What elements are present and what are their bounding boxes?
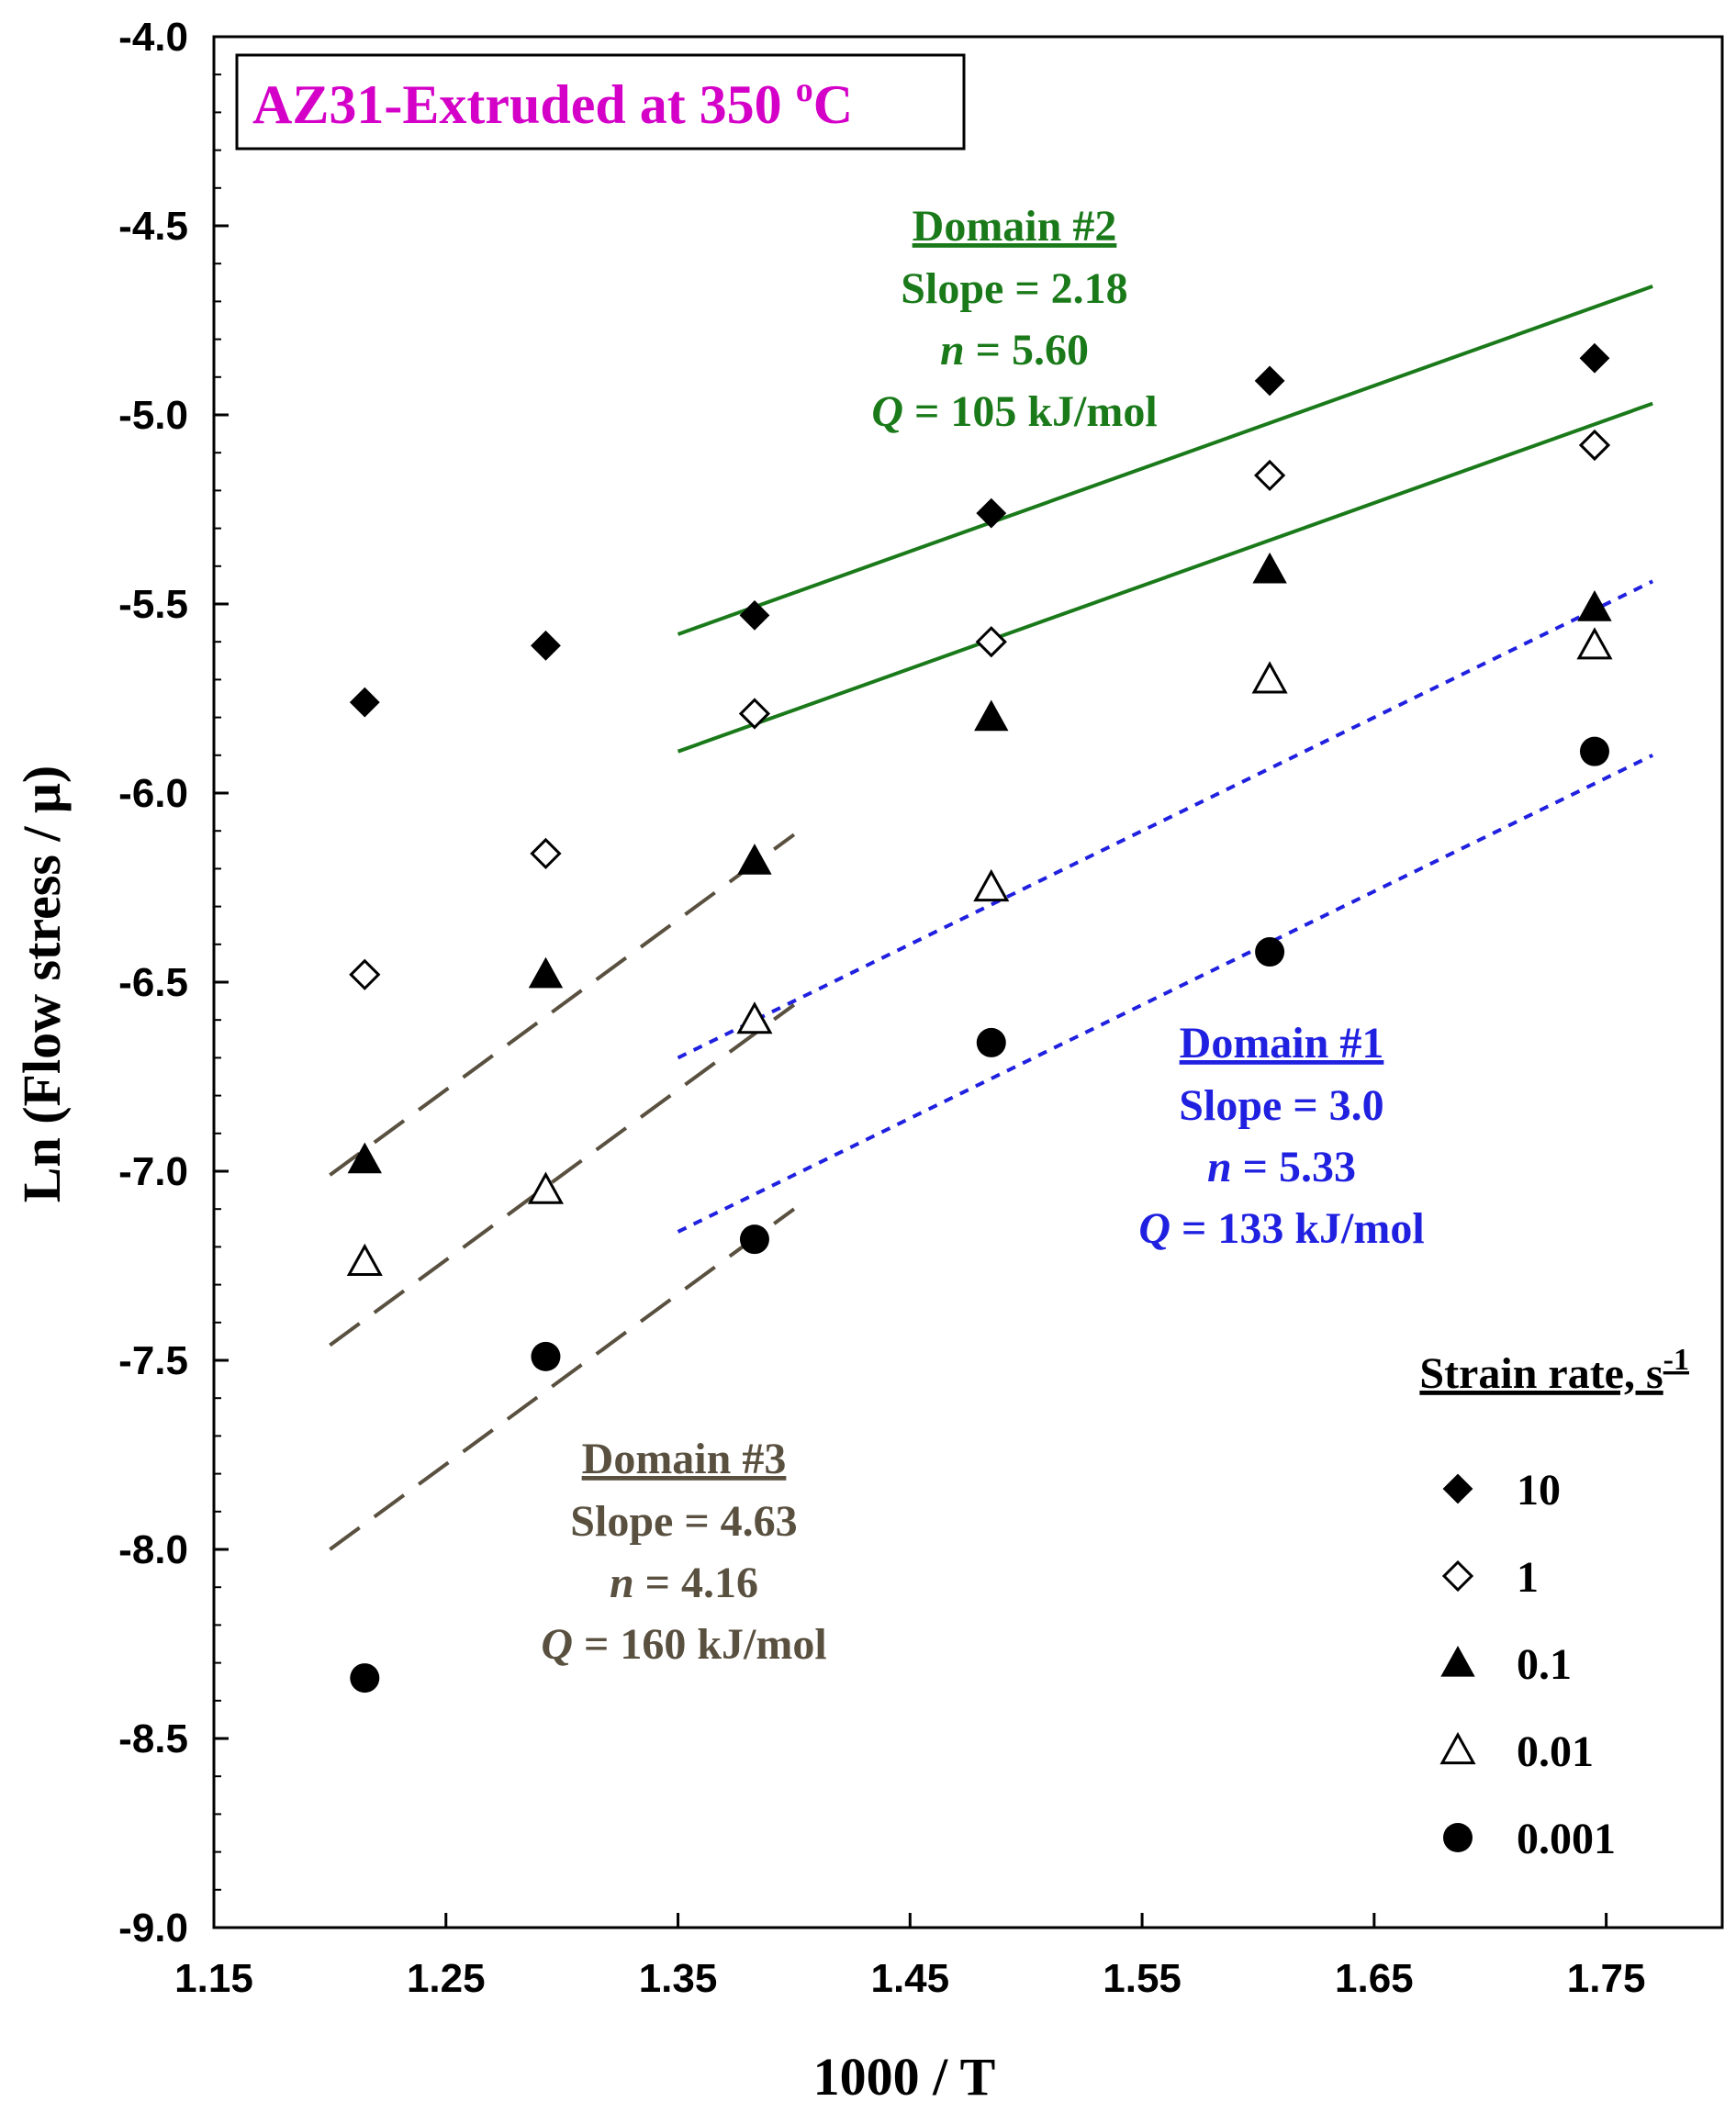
domain2-title: Domain #2 [913,202,1117,251]
point-rate-0p01 [527,1171,565,1204]
y-tick-label: -7.0 [118,1149,188,1194]
point-rate-0p01 [1251,661,1288,694]
legend-marker-10 [1442,1473,1473,1504]
legend: Strain rate, s-1 10 1 0.1 0.01 0.001 [1419,1343,1689,1863]
point-rate-1 [738,698,771,730]
point-rate-10 [531,630,561,661]
legend-label: 0.001 [1517,1815,1616,1863]
point-rate-0p1 [347,1142,382,1174]
x-tick-label: 1.15 [174,1956,253,2001]
point-rate-1 [1253,459,1286,492]
domain3-n: n = 4.16 [610,1559,758,1607]
fit-line-domain3 [329,1207,796,1551]
legend-marker-0p1 [1440,1645,1475,1677]
point-rate-0p001 [739,1224,769,1255]
y-axis-title: Ln (Flow stress / μ) [12,766,72,1202]
point-rate-0p1 [1252,552,1287,584]
x-tick-label: 1.75 [1567,1956,1646,2001]
point-rate-1 [349,958,381,990]
y-tick-label: -9.0 [118,1906,188,1951]
domain1-n: n = 5.33 [1207,1143,1356,1191]
x-tick-label: 1.45 [870,1956,949,2001]
y-tick-label: -5.0 [118,393,188,438]
axis-ticks: 1.15 1.25 1.35 1.45 1.55 1.65 1.75 -4.0 -4.5 -5.0… [118,15,1645,2001]
fit-line-domain3 [329,1003,796,1347]
fit-line-domain2 [677,285,1653,636]
y-tick-label: -4.0 [118,15,188,60]
legend-marker-0p001 [1443,1823,1473,1852]
point-rate-10 [1254,365,1285,397]
point-rate-0p001 [531,1341,561,1371]
y-tick-label: -6.5 [118,960,188,1005]
domain1-slope: Slope = 3.0 [1179,1081,1383,1130]
legend-items: 10 1 0.1 0.01 0.001 [1439,1466,1616,1863]
y-tick-label: -5.5 [118,582,188,627]
domain1-title: Domain #1 [1180,1019,1384,1068]
domain2-q: Q = 105 kJ/mol [871,387,1157,436]
domain1-annotation: Domain #1 Slope = 3.0 n = 5.33 Q = 133 k… [1138,1019,1424,1253]
domain2-annotation: Domain #2 Slope = 2.18 n = 5.60 Q = 105 … [871,202,1157,436]
domain3-slope: Slope = 4.63 [570,1497,797,1546]
point-rate-10 [349,687,380,718]
domain3-annotation: Domain #3 Slope = 4.63 n = 4.16 Q = 160 … [541,1435,826,1669]
y-tick-label: -8.0 [118,1527,188,1572]
domain3-title: Domain #3 [582,1435,787,1483]
domain3-q: Q = 160 kJ/mol [541,1620,826,1669]
legend-label: 1 [1517,1553,1539,1602]
y-tick-label: -6.0 [118,771,188,816]
point-rate-0p1 [1577,590,1612,621]
plot-area [212,35,1724,1929]
fit-line-domain3 [329,833,796,1177]
y-tick-label: -7.5 [118,1338,188,1383]
y-tick-label: -8.5 [118,1716,188,1761]
chart-title: AZ31-Extruded at 350 oC [252,71,853,135]
point-rate-0p1 [974,699,1009,732]
point-rate-0p01 [973,868,1010,902]
chart-title-sup: o [796,71,813,109]
point-rate-0p001 [1255,937,1285,967]
legend-title-sup: -1 [1663,1343,1689,1377]
fit-line-domain1 [677,579,1654,1060]
point-rate-0p01 [346,1243,383,1276]
x-tick-label: 1.35 [639,1956,718,2001]
legend-label: 0.1 [1517,1640,1572,1689]
point-rate-10 [976,497,1007,529]
x-tick-label: 1.25 [407,1956,486,2001]
point-rate-0p001 [350,1663,380,1694]
x-tick-label: 1.55 [1103,1956,1182,2001]
domain2-n: n = 5.60 [940,326,1089,374]
data-points [346,342,1613,1694]
fit-line-domain2 [677,401,1653,754]
point-rate-0p001 [1579,736,1609,766]
legend-marker-1 [1441,1559,1474,1593]
point-rate-1 [530,837,562,870]
point-rate-1 [975,626,1007,658]
fit-line-domain1 [677,754,1654,1234]
point-rate-0p1 [737,844,772,875]
y-tick-label: -4.5 [118,204,188,249]
point-rate-10 [1579,342,1610,374]
domain1-q: Q = 133 kJ/mol [1138,1204,1424,1253]
legend-title: Strain rate, s-1 [1419,1343,1689,1398]
title-box [235,53,966,151]
point-rate-10 [739,599,770,631]
domain2-slope: Slope = 2.18 [901,264,1127,313]
point-rate-0p001 [976,1027,1006,1057]
point-rate-0p01 [1576,627,1613,660]
fit-lines [329,285,1654,1551]
point-rate-1 [1578,429,1611,462]
point-rate-0p1 [528,956,564,989]
legend-label: 10 [1517,1466,1561,1515]
point-rate-0p01 [736,1001,773,1034]
chart-title-tail: C [813,74,853,135]
x-axis-title: 1000 / T [813,2047,996,2107]
legend-marker-0p01 [1439,1731,1476,1765]
x-tick-label: 1.65 [1335,1956,1414,2001]
legend-label: 0.01 [1517,1727,1594,1776]
